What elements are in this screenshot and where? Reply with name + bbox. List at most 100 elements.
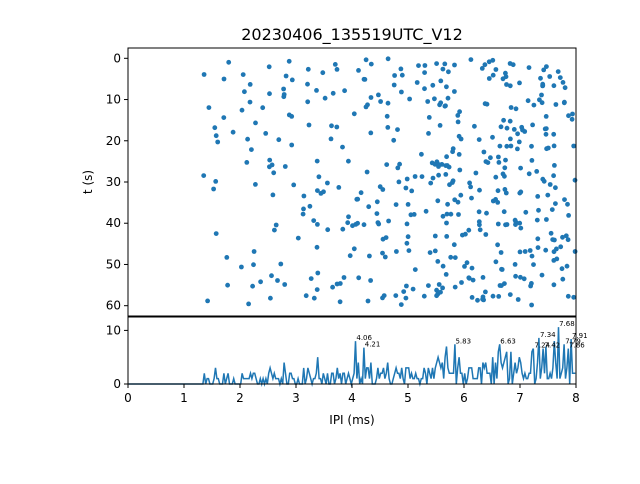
raster-point — [314, 244, 320, 250]
raster-point — [247, 82, 253, 87]
raster-point — [503, 157, 508, 163]
raster-point — [518, 274, 523, 280]
raster-point — [539, 92, 544, 98]
raster-point — [432, 248, 438, 254]
raster-point — [515, 146, 520, 152]
raster-point — [502, 165, 508, 171]
raster-point — [351, 246, 357, 252]
raster-point — [452, 62, 457, 68]
raster-point — [428, 180, 434, 186]
raster-point — [278, 261, 284, 267]
raster-point — [363, 57, 369, 63]
raster-point — [455, 113, 461, 118]
raster-point — [281, 92, 287, 97]
raster-point — [502, 187, 508, 192]
raster-point — [423, 208, 429, 214]
raster-point — [555, 69, 561, 74]
raster-point — [560, 80, 566, 85]
raster-y-tick-label: 60 — [106, 299, 121, 313]
raster-point — [517, 249, 523, 255]
histogram-peak-label: 4.21 — [365, 341, 381, 349]
histogram-x-ticks: 0 1 2 3 4 5 6 7 8 — [124, 384, 580, 405]
raster-point — [395, 165, 401, 171]
raster-point — [386, 218, 391, 224]
raster-point — [541, 67, 547, 73]
raster-point — [201, 173, 207, 179]
raster-point — [507, 83, 513, 89]
raster-point — [385, 100, 391, 106]
raster-point — [426, 131, 431, 136]
raster-point — [419, 174, 425, 180]
raster-point — [286, 112, 292, 118]
raster-point — [472, 123, 477, 129]
histogram-y-tick-label: 10 — [106, 323, 121, 337]
raster-point — [405, 234, 411, 240]
histogram-peak-label: 7.68 — [559, 320, 575, 328]
raster-point — [365, 298, 371, 304]
raster-point — [245, 136, 251, 142]
raster-point — [572, 249, 578, 254]
raster-point — [507, 118, 513, 124]
raster-point — [497, 143, 503, 149]
raster-point — [270, 192, 276, 198]
raster-point — [213, 133, 219, 139]
raster-point — [545, 192, 551, 198]
histogram-x-tick-label: 8 — [572, 391, 580, 405]
raster-point — [361, 222, 367, 228]
raster-point — [356, 275, 362, 281]
raster-point — [395, 127, 400, 132]
raster-point — [399, 89, 404, 95]
raster-point — [483, 232, 489, 237]
raster-point — [529, 158, 535, 163]
raster-point — [249, 147, 254, 153]
raster-point — [440, 213, 446, 219]
raster-point — [540, 176, 546, 182]
raster-point — [518, 165, 523, 171]
raster-point — [529, 143, 534, 149]
raster-point — [570, 111, 575, 117]
raster-point — [384, 162, 390, 168]
raster-point — [550, 237, 556, 243]
raster-point — [539, 100, 545, 106]
raster-point — [432, 233, 438, 239]
raster-y-tick-label: 20 — [106, 134, 121, 148]
raster-point — [336, 185, 342, 190]
raster-point — [560, 234, 565, 240]
raster-point — [267, 91, 272, 97]
raster-point — [404, 283, 409, 289]
raster-point — [540, 83, 546, 88]
histogram-x-tick-label: 3 — [292, 391, 300, 405]
raster-point — [551, 282, 557, 288]
raster-point — [466, 275, 472, 281]
raster-point — [543, 247, 549, 253]
raster-point — [531, 262, 536, 267]
histogram-x-tick-label: 0 — [124, 391, 132, 405]
raster-point — [443, 272, 449, 277]
raster-point — [440, 66, 446, 72]
raster-point — [311, 218, 317, 224]
histogram-peak-label: 7.34 — [540, 331, 556, 339]
raster-point — [221, 115, 227, 120]
raster-point — [513, 106, 519, 112]
raster-point — [405, 202, 411, 207]
raster-point — [305, 81, 310, 87]
raster-point — [422, 70, 427, 75]
raster-point — [346, 214, 351, 220]
raster-point — [566, 213, 571, 218]
raster-point — [443, 172, 449, 177]
raster-point — [504, 143, 510, 149]
raster-point — [221, 76, 227, 82]
raster-point — [475, 297, 480, 303]
raster-point — [401, 289, 407, 294]
raster-point — [212, 125, 218, 131]
histogram-x-tick-label: 5 — [404, 391, 412, 405]
raster-point — [289, 142, 295, 148]
raster-point — [486, 59, 492, 65]
raster-point — [247, 99, 253, 105]
raster-point — [466, 227, 472, 233]
raster-point — [536, 207, 541, 213]
raster-point — [444, 154, 449, 160]
raster-point — [315, 188, 320, 194]
histogram-peak-label: 7.91 — [572, 332, 588, 340]
raster-point — [503, 190, 509, 196]
